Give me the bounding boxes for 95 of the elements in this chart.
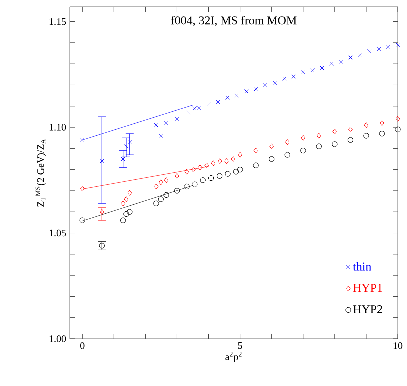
point <box>128 190 132 196</box>
point <box>285 139 290 146</box>
y-tick-label: 1.05 <box>50 230 66 237</box>
point <box>206 102 211 106</box>
point <box>164 121 169 126</box>
point <box>200 178 206 184</box>
point <box>310 68 315 73</box>
point <box>269 156 275 162</box>
point <box>204 162 210 168</box>
x-axis-title: a$^{2}$p$^{2}$ <box>226 352 242 362</box>
point <box>238 152 243 158</box>
legend-label: thin <box>353 262 372 271</box>
point <box>263 83 268 88</box>
point <box>218 158 222 164</box>
point <box>235 94 240 98</box>
point <box>231 156 236 162</box>
y-tick-label: 1.10 <box>50 124 66 131</box>
point <box>216 100 220 104</box>
point <box>332 142 338 148</box>
point <box>164 178 169 184</box>
point <box>124 211 130 218</box>
point <box>154 123 158 128</box>
point <box>284 152 290 158</box>
point <box>396 116 400 122</box>
point <box>364 122 369 128</box>
point <box>332 128 338 135</box>
point <box>339 60 344 64</box>
point <box>164 192 170 198</box>
point <box>225 171 231 177</box>
point <box>192 182 198 188</box>
point <box>80 186 85 192</box>
x-tick-label: 5 <box>238 342 242 350</box>
y-axis-title: Z$_{T}$$^{MS}$(2 GeV)/Z$_{A}$ <box>36 139 46 207</box>
y-tick-label: 1.00 <box>50 336 66 342</box>
point <box>99 243 106 249</box>
text: f004, 32I, MS from MOM <box>171 16 297 26</box>
y-tick-label: 1.15 <box>50 18 66 26</box>
point <box>254 87 258 92</box>
point <box>154 200 160 206</box>
point <box>348 56 353 60</box>
point <box>80 138 85 142</box>
x-tick-label: 0 <box>80 342 85 350</box>
point <box>348 137 354 144</box>
point <box>282 76 287 81</box>
point <box>244 90 249 94</box>
point <box>100 159 104 164</box>
point <box>216 173 223 180</box>
point <box>386 45 391 50</box>
point <box>292 74 296 79</box>
point <box>237 166 244 173</box>
legend-label: HYP2 <box>353 305 382 314</box>
point <box>211 160 216 166</box>
point <box>158 196 164 202</box>
point <box>358 54 362 58</box>
point <box>208 175 214 182</box>
point <box>154 184 159 190</box>
point <box>224 158 229 164</box>
point <box>121 200 126 206</box>
point <box>348 126 353 132</box>
legend-label: HYP1 <box>353 284 382 292</box>
point <box>184 169 190 175</box>
point <box>300 148 306 154</box>
point <box>396 42 400 48</box>
point <box>186 110 190 115</box>
point <box>316 144 322 150</box>
point <box>316 133 322 139</box>
point <box>175 116 180 122</box>
point <box>364 133 370 139</box>
point <box>254 148 258 154</box>
point <box>191 166 196 173</box>
point <box>253 162 259 168</box>
point <box>121 157 126 162</box>
point <box>159 134 164 138</box>
point <box>377 47 382 52</box>
point <box>301 70 306 75</box>
point <box>124 196 129 202</box>
point <box>270 144 274 150</box>
point <box>158 180 164 186</box>
point <box>395 126 401 132</box>
point <box>124 144 129 149</box>
point <box>80 218 86 224</box>
point <box>184 184 190 190</box>
x-tick-label: 10 <box>394 342 403 350</box>
point <box>120 218 126 224</box>
point <box>226 96 230 100</box>
point <box>128 140 132 144</box>
point <box>301 135 306 141</box>
point <box>379 131 386 137</box>
point <box>233 169 240 175</box>
point <box>174 188 180 194</box>
point <box>330 62 334 66</box>
point <box>320 66 324 70</box>
point <box>368 49 372 54</box>
point <box>272 81 278 86</box>
point <box>127 209 133 215</box>
